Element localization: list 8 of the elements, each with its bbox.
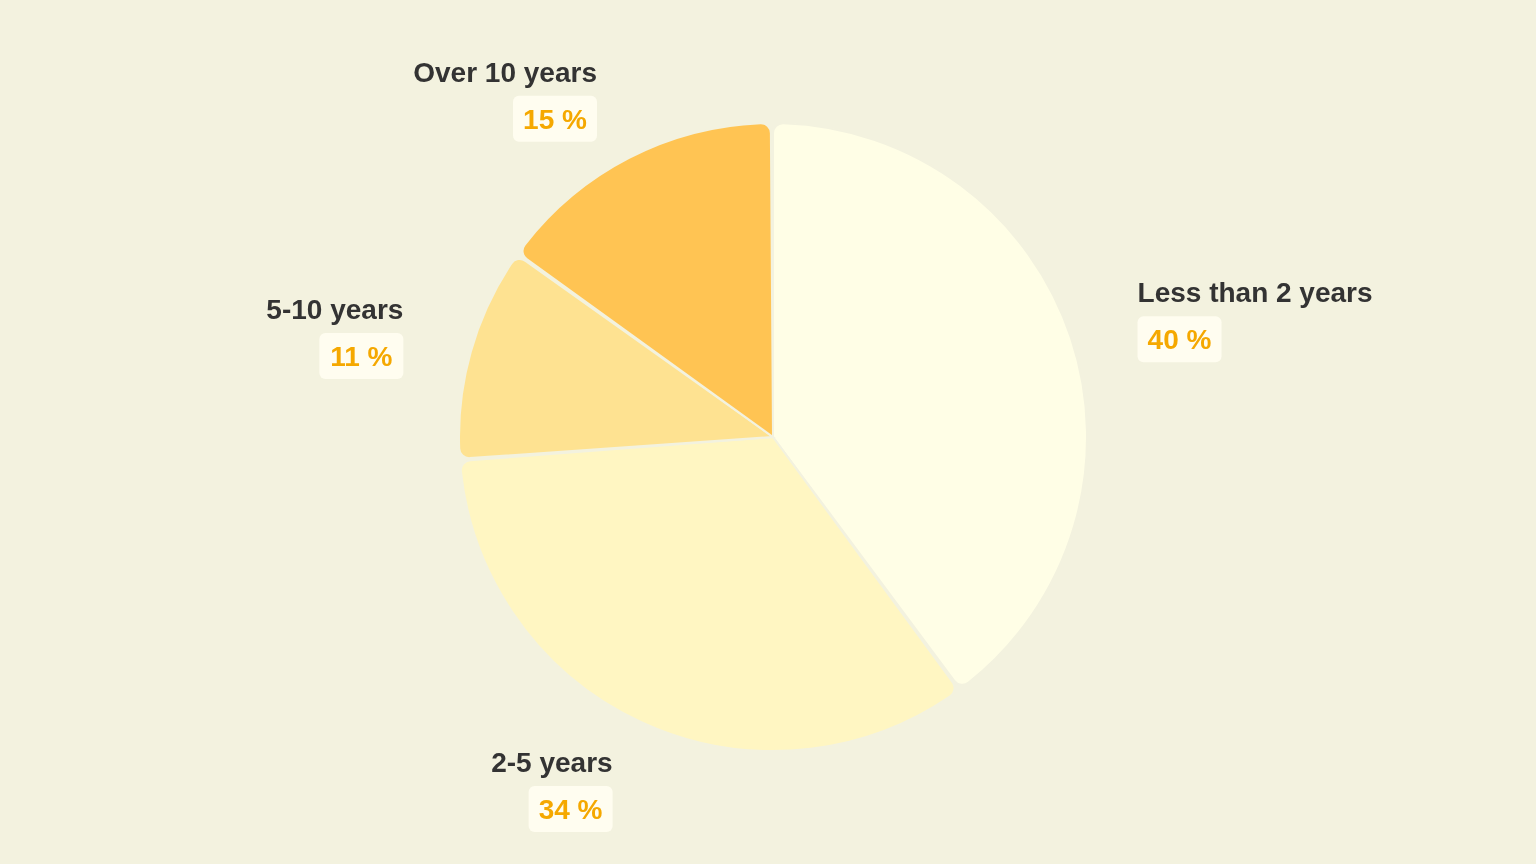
data-label: 15 % — [523, 103, 588, 135]
data-label: 34 % — [538, 793, 603, 825]
slice-label: Less than 2 years — [1137, 277, 1373, 309]
slice-label: 5-10 years — [266, 293, 404, 325]
slice-label: Over 10 years — [413, 56, 597, 88]
data-label: 40 % — [1147, 324, 1212, 356]
data-label: 11 % — [330, 340, 393, 372]
slice-label: 2-5 years — [491, 746, 613, 778]
